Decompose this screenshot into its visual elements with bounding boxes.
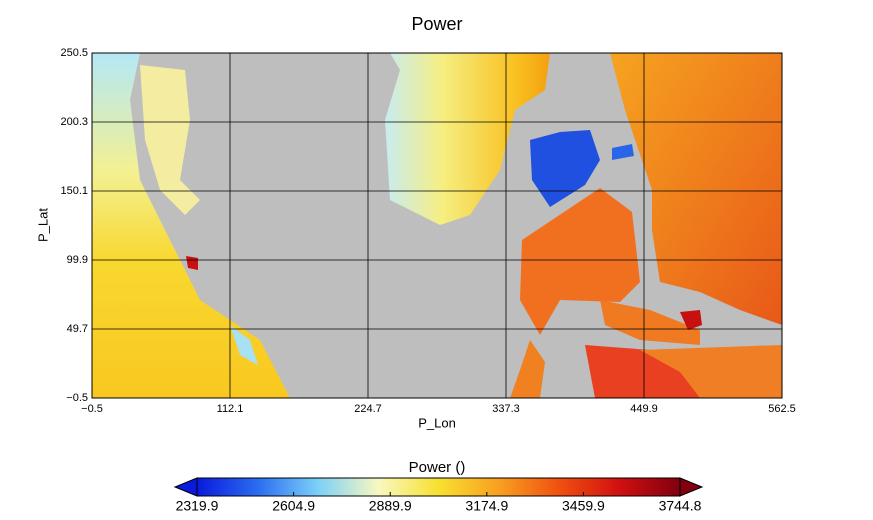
x-axis-label: P_Lon: [418, 415, 456, 430]
colorbar-tick-label: 2604.9: [272, 498, 315, 514]
field: [92, 53, 782, 398]
field-region: [92, 53, 290, 398]
colorbar-tick-label: 3459.9: [562, 498, 605, 514]
x-tick-label: 337.3: [492, 403, 520, 415]
field-region: [610, 53, 782, 325]
field-region: [680, 310, 702, 330]
colorbar-title: Power (): [409, 459, 466, 476]
colorbar: [196, 477, 681, 497]
field-region: [640, 345, 782, 398]
y-tick-label: 150.1: [60, 185, 88, 197]
field-region: [520, 188, 640, 335]
field-region: [585, 345, 700, 398]
chart-title: Power: [411, 14, 462, 34]
colorbar-tick-label: 3174.9: [465, 498, 508, 514]
field-region: [140, 65, 200, 215]
x-tick-label: −0.5: [81, 403, 103, 415]
y-tick-label: 99.9: [67, 254, 88, 266]
colorbar-tick-label: 2889.9: [369, 498, 412, 514]
x-tick-label: 562.5: [768, 403, 796, 415]
y-tick-label: 49.7: [67, 323, 88, 335]
y-tick-label: 250.5: [60, 47, 88, 59]
field-region: [612, 144, 634, 160]
field-region: [230, 325, 258, 365]
field-region: [510, 340, 545, 398]
field-region: [186, 256, 198, 270]
x-tick-label: 449.9: [630, 403, 658, 415]
colorbar-tick-label: 3744.8: [659, 498, 702, 514]
field-region: [530, 130, 600, 207]
x-tick-label: 224.7: [354, 403, 382, 415]
y-tick-label: 200.3: [60, 116, 88, 128]
y-axis-label: P_Lat: [35, 208, 50, 242]
x-tick-label: 112.1: [217, 403, 244, 415]
colorbar-extend-high: [679, 477, 704, 497]
plot-frame: [91, 52, 783, 399]
colorbar-extend-low: [173, 477, 198, 497]
field-region: [600, 300, 700, 345]
y-tick-label: −0.5: [66, 392, 88, 404]
colorbar-tick-label: 2319.9: [176, 498, 219, 514]
field-region: [385, 53, 550, 225]
